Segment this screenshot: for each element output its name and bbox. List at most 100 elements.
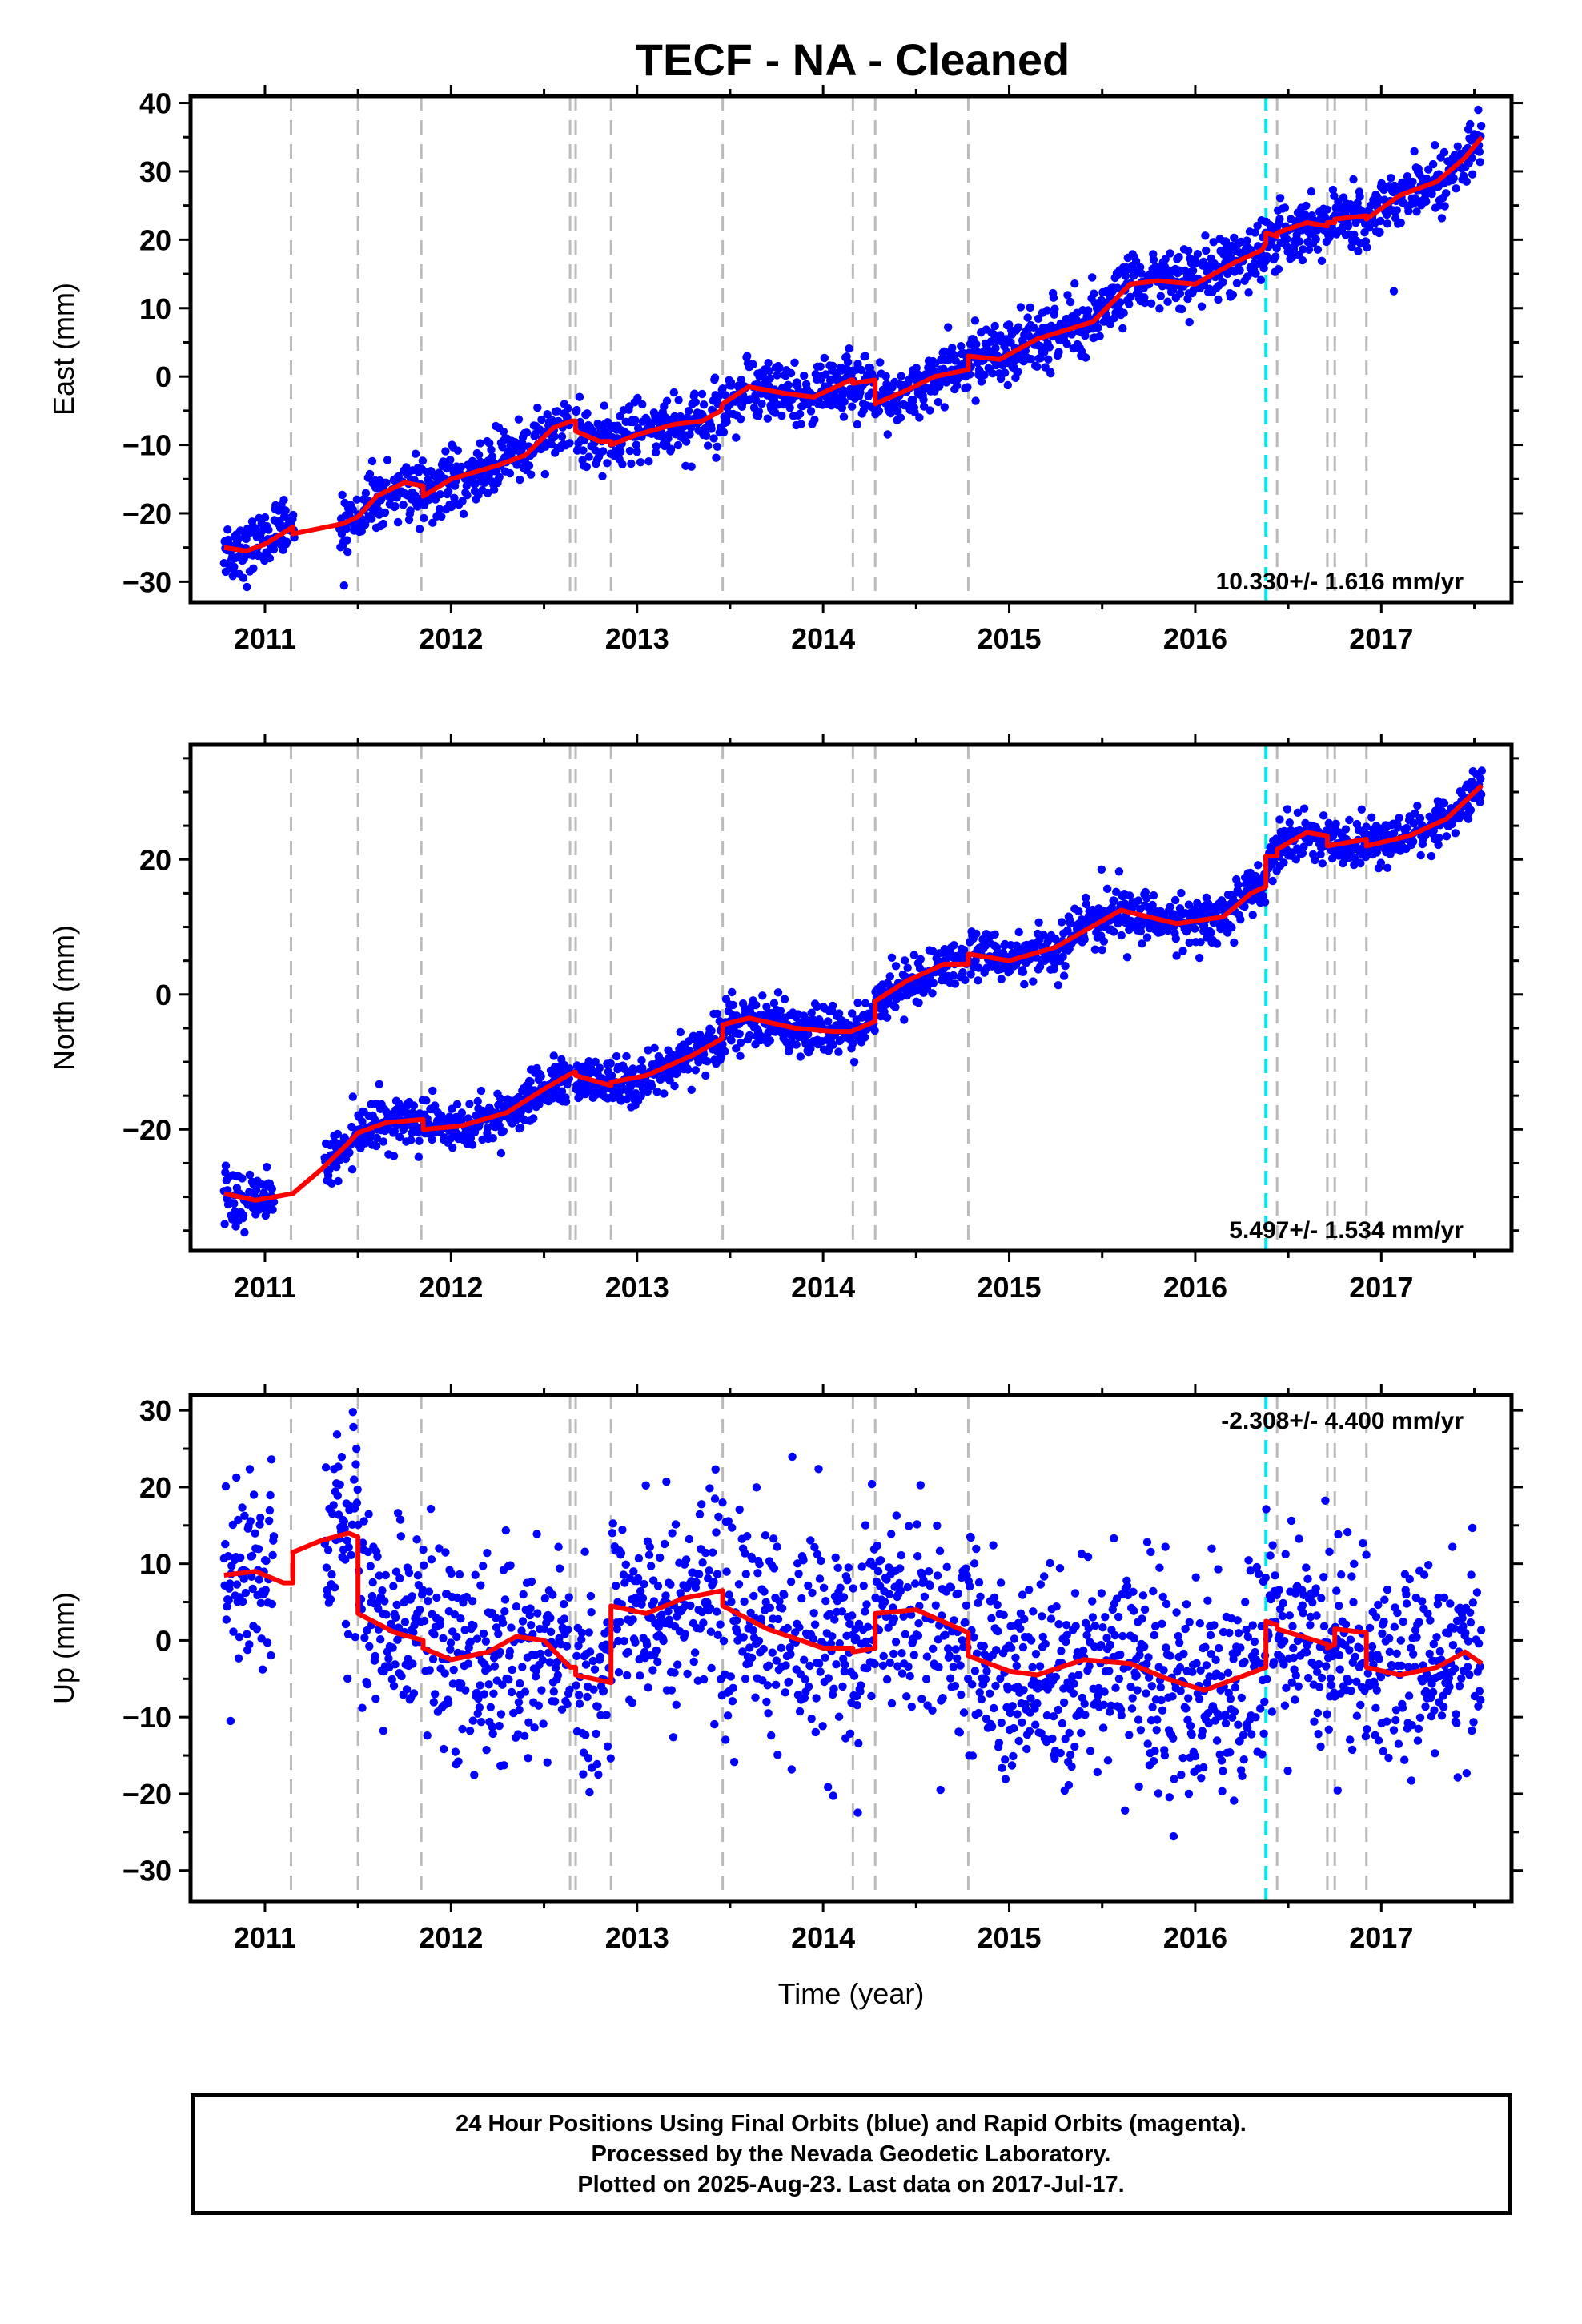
- data-point: [338, 490, 347, 500]
- data-point: [636, 458, 645, 467]
- data-point: [1331, 819, 1340, 828]
- data-point: [348, 505, 357, 514]
- east-panel: 2011 2012 2013 2014 2015 2016 2017−30−20−10010…: [47, 85, 1523, 655]
- data-point: [550, 432, 559, 441]
- data-point: [416, 1605, 424, 1614]
- data-point: [1287, 215, 1295, 223]
- data-point: [1090, 289, 1098, 298]
- data-point: [809, 1609, 818, 1618]
- data-point: [722, 1567, 731, 1576]
- data-point: [245, 1465, 255, 1474]
- data-point: [929, 979, 938, 987]
- data-point: [583, 409, 592, 418]
- data-point: [1163, 297, 1172, 306]
- data-point: [741, 1675, 750, 1683]
- data-point: [810, 416, 819, 424]
- data-point: [734, 1580, 744, 1589]
- data-point: [475, 1703, 484, 1712]
- data-point: [743, 1532, 752, 1541]
- data-point: [462, 1592, 471, 1602]
- data-point: [810, 1620, 820, 1629]
- data-point: [1476, 774, 1485, 783]
- data-point: [1422, 197, 1431, 206]
- data-point: [1166, 903, 1174, 911]
- data-point: [388, 1643, 397, 1652]
- data-point: [669, 1733, 678, 1742]
- data-point: [1097, 865, 1106, 875]
- data-point: [1034, 918, 1043, 927]
- data-point: [260, 513, 270, 522]
- data-point: [1178, 947, 1187, 955]
- data-point: [622, 1051, 631, 1061]
- data-point: [232, 1580, 242, 1589]
- data-point: [579, 1770, 588, 1779]
- data-point: [1195, 953, 1204, 963]
- data-point: [670, 1668, 679, 1677]
- data-point: [974, 976, 982, 985]
- data-point: [446, 1638, 456, 1647]
- data-point: [705, 1484, 714, 1493]
- data-point: [1083, 306, 1093, 315]
- data-point: [263, 1638, 272, 1647]
- data-point: [281, 506, 290, 515]
- data-point: [351, 1633, 359, 1642]
- data-point: [809, 1634, 818, 1643]
- data-point: [695, 1510, 705, 1519]
- data-point: [506, 1561, 515, 1570]
- data-point: [431, 1101, 440, 1110]
- data-point: [752, 1000, 761, 1010]
- data-point: [810, 1542, 819, 1552]
- data-point: [699, 1618, 708, 1627]
- data-point: [1174, 252, 1183, 262]
- data-point: [591, 1057, 600, 1067]
- data-point: [765, 1603, 774, 1613]
- data-point: [603, 459, 612, 468]
- data-point: [1095, 332, 1104, 340]
- data-point: [1263, 254, 1272, 263]
- data-point: [267, 1455, 276, 1464]
- data-point: [735, 1505, 744, 1514]
- data-point: [348, 1092, 357, 1101]
- data-point: [466, 1637, 476, 1647]
- data-point: [1117, 931, 1126, 940]
- data-point: [1383, 863, 1392, 873]
- data-point: [561, 1097, 571, 1106]
- data-point: [543, 1758, 552, 1767]
- data-point: [707, 424, 716, 433]
- data-point: [564, 1593, 573, 1602]
- data-point: [1404, 207, 1413, 215]
- x-tick-label: 2013: [605, 1271, 669, 1304]
- data-point: [806, 1536, 815, 1545]
- data-point: [1376, 216, 1385, 226]
- data-point: [326, 1595, 335, 1604]
- data-point: [1356, 858, 1365, 868]
- data-point: [341, 1619, 351, 1629]
- data-point: [596, 1652, 604, 1661]
- data-point: [583, 1692, 592, 1702]
- data-point: [468, 1140, 477, 1149]
- data-point: [861, 352, 870, 360]
- data-point: [996, 374, 1006, 384]
- data-point: [852, 1634, 861, 1642]
- data-point: [513, 1730, 523, 1739]
- data-point: [606, 1754, 615, 1763]
- data-point: [428, 1135, 436, 1144]
- data-point: [616, 447, 625, 456]
- data-point: [391, 501, 400, 511]
- data-point: [831, 1553, 840, 1562]
- data-point: [344, 1542, 353, 1552]
- data-point: [476, 1718, 486, 1727]
- data-point: [845, 1619, 854, 1629]
- data-point: [1271, 252, 1280, 261]
- data-point: [243, 582, 251, 592]
- data-point: [358, 1117, 367, 1126]
- data-point: [461, 1686, 470, 1695]
- data-point: [480, 1690, 488, 1699]
- data-point: [1466, 119, 1475, 129]
- data-point: [1171, 934, 1181, 943]
- data-point: [543, 410, 552, 419]
- data-point: [594, 1770, 603, 1779]
- data-point: [230, 1199, 239, 1208]
- data-point: [853, 360, 862, 368]
- data-point: [536, 1649, 545, 1659]
